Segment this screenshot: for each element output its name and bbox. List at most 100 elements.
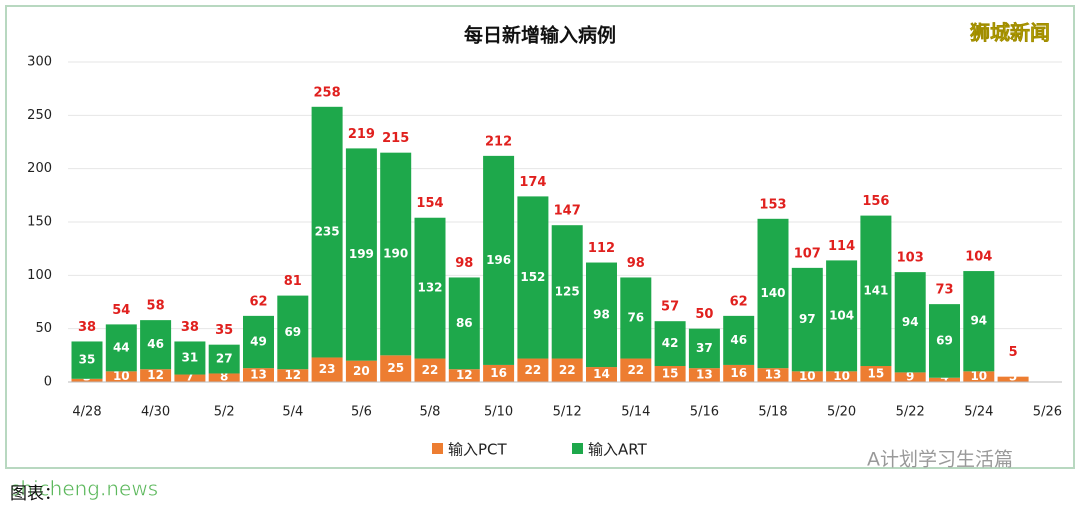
bar-segment — [345, 360, 377, 382]
bar-segment — [757, 218, 789, 369]
x-tick-label: 4/30 — [141, 405, 170, 420]
value-label: 37 — [696, 341, 713, 355]
x-tick-label: 5/4 — [282, 405, 303, 420]
bar-segment — [654, 366, 686, 382]
bar-segment — [860, 215, 892, 366]
x-tick-label: 5/2 — [214, 405, 235, 420]
bar-segment — [551, 225, 583, 359]
bar-segment — [860, 366, 892, 382]
value-label: 16 — [490, 366, 507, 380]
bar-segment — [517, 358, 549, 382]
bar-segment — [140, 369, 172, 382]
value-label: 44 — [113, 340, 130, 354]
value-label: 14 — [593, 367, 610, 381]
total-label: 57 — [661, 300, 679, 315]
watermark: 狮城新闻 — [970, 21, 1050, 45]
y-tick-label: 300 — [27, 55, 52, 70]
value-label: 125 — [555, 284, 580, 298]
value-label: 97 — [799, 312, 816, 326]
x-tick-label: 5/10 — [484, 405, 513, 420]
bar-segment — [894, 272, 926, 373]
total-label: 62 — [249, 294, 267, 309]
value-label: 10 — [833, 369, 850, 383]
value-label: 69 — [936, 333, 953, 347]
value-label: 76 — [627, 311, 644, 325]
value-label: 199 — [349, 247, 374, 261]
bar-segment — [71, 378, 103, 382]
value-label: 15 — [868, 367, 885, 381]
value-label: 16 — [730, 366, 747, 380]
value-label: 196 — [486, 253, 511, 267]
x-tick-label: 5/6 — [351, 405, 372, 420]
bar-segment — [894, 372, 926, 382]
value-label: 69 — [284, 325, 301, 339]
bar-segment — [654, 321, 686, 366]
x-tick-label: 4/28 — [72, 405, 101, 420]
total-label: 153 — [759, 197, 786, 212]
legend-swatch — [432, 443, 443, 454]
value-label: 31 — [182, 351, 199, 365]
x-tick-label: 5/24 — [964, 405, 993, 420]
y-tick-label: 100 — [27, 268, 52, 283]
x-tick-label: 5/16 — [690, 405, 719, 420]
value-label: 235 — [315, 225, 340, 239]
bar-segment — [688, 368, 720, 382]
total-label: 154 — [416, 196, 443, 211]
bar-segment — [929, 377, 960, 382]
bar-segment — [243, 368, 274, 382]
y-tick-label: 0 — [44, 375, 52, 390]
legend-label: 输入PCT — [448, 441, 508, 459]
value-label: 94 — [970, 314, 987, 328]
x-tick-label: 5/18 — [758, 405, 787, 420]
watermark: A计划学习生活篇 — [867, 449, 1013, 471]
bar-segment — [277, 295, 309, 370]
bar-segment — [791, 267, 823, 372]
total-label: 81 — [284, 274, 302, 289]
bar-segment — [620, 358, 652, 382]
value-label: 104 — [829, 308, 854, 322]
caption: 图表： — [10, 484, 61, 504]
value-label: 46 — [147, 337, 164, 351]
bar-segment — [517, 196, 549, 359]
bar-segment — [483, 155, 515, 365]
bar-segment — [345, 148, 377, 361]
total-label: 98 — [627, 256, 645, 271]
total-label: 58 — [147, 299, 165, 314]
value-label: 10 — [970, 369, 987, 383]
total-label: 104 — [965, 250, 992, 265]
value-label: 9 — [906, 370, 914, 384]
value-label: 190 — [383, 247, 408, 261]
bar-segment — [997, 376, 1029, 382]
bar-segment — [311, 106, 343, 358]
total-label: 215 — [382, 131, 409, 146]
value-label: 10 — [799, 369, 816, 383]
value-label: 98 — [593, 307, 610, 321]
total-label: 258 — [314, 85, 341, 100]
value-label: 22 — [525, 363, 542, 377]
bar-segment — [757, 368, 789, 382]
value-label: 20 — [353, 364, 370, 378]
value-label: 140 — [760, 286, 785, 300]
total-label: 5 — [1009, 345, 1018, 360]
value-label: 23 — [319, 362, 336, 376]
total-label: 107 — [794, 246, 821, 261]
value-label: 35 — [79, 353, 96, 367]
bar-segment — [208, 373, 240, 382]
value-label: 27 — [216, 352, 233, 366]
bar-segment — [483, 364, 515, 382]
total-label: 54 — [112, 303, 130, 318]
value-label: 10 — [113, 369, 130, 383]
value-label: 13 — [765, 368, 782, 382]
bar-segment — [105, 324, 137, 372]
bar-segment — [414, 358, 446, 382]
bar-segment — [208, 344, 240, 374]
y-tick-label: 250 — [27, 108, 52, 123]
total-label: 103 — [897, 251, 924, 266]
bar-segment — [688, 328, 720, 369]
total-label: 50 — [695, 307, 713, 322]
value-label: 12 — [284, 368, 301, 382]
bar-segment — [380, 355, 412, 382]
value-label: 13 — [696, 368, 713, 382]
bar-segment — [826, 260, 858, 372]
